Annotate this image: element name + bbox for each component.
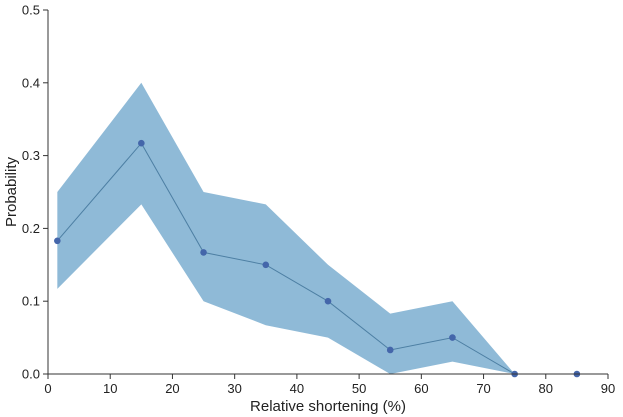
x-tick-label: 70	[476, 381, 490, 396]
data-point	[138, 139, 145, 147]
x-axis-title: Relative shortening (%)	[250, 398, 406, 415]
x-tick-label: 0	[44, 381, 51, 396]
y-tick-label: 0.4	[22, 75, 40, 90]
x-tick-label: 30	[227, 381, 241, 396]
x-tick-label: 50	[352, 381, 366, 396]
ticks: 0 10 20 30 40 50 60 70 80 90 0.0 0.1 0.2 0.3 0.4 0.5	[22, 3, 615, 397]
y-tick-label: 0.0	[22, 367, 40, 382]
x-tick-label: 80	[539, 381, 553, 396]
x-tick-label: 20	[165, 381, 179, 396]
x-tick-label: 10	[103, 381, 117, 396]
data-point	[449, 334, 456, 341]
y-tick-label: 0.1	[22, 294, 40, 309]
y-tick-label: 0.2	[22, 221, 40, 236]
y-tick-label: 0.5	[22, 3, 40, 18]
y-tick-label: 0.3	[22, 148, 40, 163]
plot-area	[54, 82, 581, 378]
data-point	[200, 249, 207, 256]
x-tick-label: 90	[601, 381, 615, 396]
data-point	[262, 261, 270, 269]
x-tick-label: 60	[414, 381, 428, 396]
confidence-band	[57, 82, 577, 375]
axes	[47, 10, 608, 375]
data-point	[386, 346, 394, 354]
data-point	[324, 297, 332, 305]
data-point	[54, 237, 61, 245]
x-tick-label: 40	[290, 381, 304, 396]
y-axis-title: Probability	[3, 156, 20, 227]
